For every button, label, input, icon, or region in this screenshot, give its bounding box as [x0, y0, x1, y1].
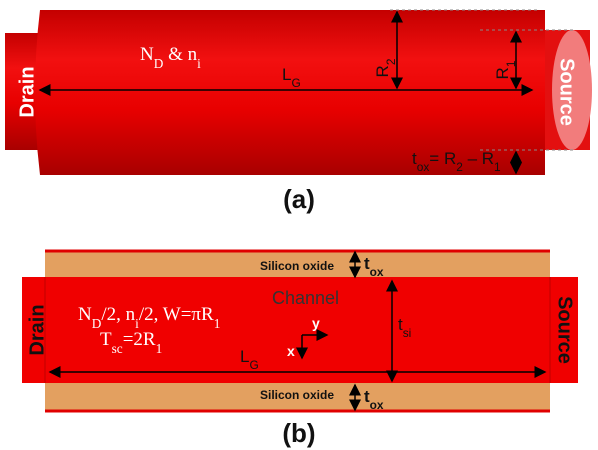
text-part: R	[373, 65, 392, 77]
text-part: =2R	[123, 329, 156, 350]
subscript: 2	[384, 58, 398, 65]
subscript: si	[403, 326, 412, 340]
drain-label: Drain	[16, 66, 38, 117]
drain-label: Drain	[26, 304, 48, 355]
subscript: ox	[417, 160, 430, 174]
panel-b: Silicon oxide tox Channel Drain Source N…	[22, 250, 578, 448]
caption: (b)	[282, 418, 315, 448]
source-label: Source	[554, 296, 576, 364]
panel-a: Drain Source ND & ni LG R2 R1 tox= R2 – …	[5, 10, 592, 214]
text-part: N	[78, 304, 92, 325]
text-part: N	[140, 44, 154, 65]
subscript: 1	[214, 316, 221, 331]
oxide-top-label: Silicon oxide	[260, 259, 334, 273]
text-part: = R	[429, 149, 456, 168]
text-part: – R	[463, 149, 494, 168]
channel-label: Channel	[272, 288, 339, 308]
subscript: G	[291, 76, 300, 90]
axis-x-label: x	[287, 343, 295, 359]
subscript: ox	[370, 398, 384, 412]
axis-y-label: y	[312, 315, 320, 331]
subscript: sc	[112, 341, 123, 356]
text-part: L	[240, 347, 249, 366]
subscript: i	[197, 56, 201, 71]
subscript: D	[154, 56, 164, 71]
text-part: /2, W=πR	[139, 304, 214, 325]
caption: (a)	[283, 184, 315, 214]
source-label: Source	[556, 58, 578, 126]
subscript: G	[249, 358, 258, 372]
text-part: & n	[163, 44, 197, 65]
subscript: 1	[156, 341, 163, 356]
oxide-bottom-label: Silicon oxide	[260, 388, 334, 402]
subscript: 1	[504, 60, 518, 67]
text-part: T	[100, 329, 112, 350]
subscript: ox	[370, 265, 384, 279]
text-part: /2, n	[101, 304, 135, 325]
diagram: Drain Source ND & ni LG R2 R1 tox= R2 – …	[0, 0, 598, 450]
text-part: R	[493, 67, 512, 79]
text-part: L	[282, 65, 291, 84]
subscript: 1	[494, 160, 501, 174]
